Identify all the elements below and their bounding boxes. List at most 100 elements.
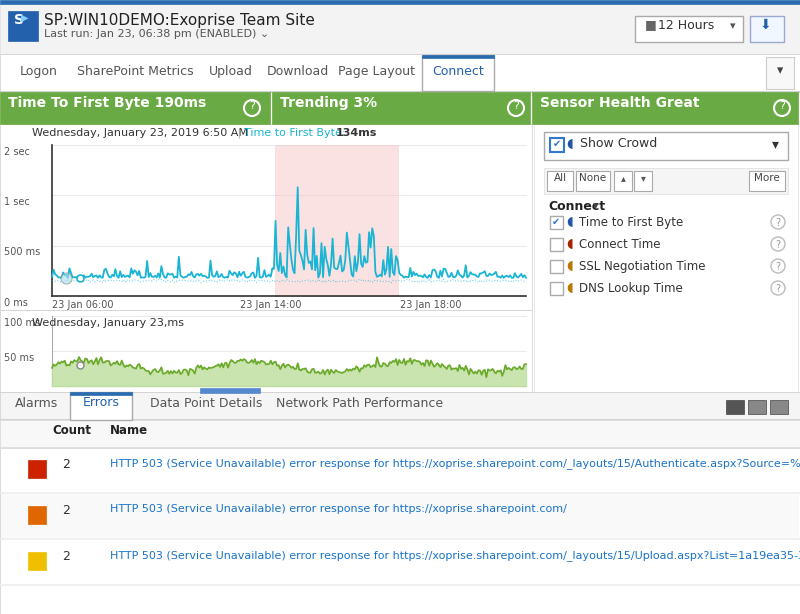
Bar [550,216,563,229]
Text: DNS Lookup Time: DNS Lookup Time [579,282,682,295]
Text: None: None [579,173,606,183]
Text: 23 Jan 14:00: 23 Jan 14:00 [240,300,302,310]
Text: 100 ms: 100 ms [4,318,40,328]
Text: ▾: ▾ [771,137,778,151]
Bar [0,0,800,4]
Text: 2: 2 [62,504,70,517]
Bar [550,282,563,295]
Bar [1,448,798,492]
Bar [28,460,46,478]
Bar [28,552,46,570]
Bar [0,538,800,539]
Text: 23 Jan 06:00: 23 Jan 06:00 [52,300,114,310]
Bar [576,171,610,191]
Text: 0 ms: 0 ms [4,298,28,308]
Text: 50 ms: 50 ms [4,353,34,363]
Bar [544,132,788,160]
Bar [749,171,785,191]
Bar [532,92,798,124]
Bar [0,124,532,310]
Text: 500 ms: 500 ms [4,247,40,257]
Text: ?: ? [775,284,781,294]
Bar [0,54,800,92]
Text: Connect: Connect [548,200,605,213]
Bar [1,540,798,584]
Text: ◖: ◖ [566,237,574,250]
Text: ?: ? [775,240,781,250]
Bar [748,400,766,414]
Text: Wednesday, January 23, 2019 6:50 AM: Wednesday, January 23, 2019 6:50 AM [32,128,248,138]
Bar [200,388,260,393]
Text: SP:WIN10DEMO:Exoprise Team Site: SP:WIN10DEMO:Exoprise Team Site [44,13,315,28]
Text: |: | [234,128,245,139]
Text: Sensor Health Great: Sensor Health Great [540,96,699,110]
Bar [0,584,800,585]
Text: Last run: Jan 23, 06:38 pm (ENABLED) ⌄: Last run: Jan 23, 06:38 pm (ENABLED) ⌄ [44,29,270,39]
Text: 23 Jan 18:00: 23 Jan 18:00 [400,300,462,310]
Bar [614,171,632,191]
Text: Network Path Performance: Network Path Performance [277,397,443,410]
Text: 2: 2 [62,550,70,563]
Text: ▴: ▴ [621,173,626,183]
Text: Alarms: Alarms [15,397,58,410]
Text: ▶: ▶ [21,13,29,23]
Bar [0,4,800,54]
Text: ?: ? [513,101,519,111]
Text: Data Point Details: Data Point Details [150,397,262,410]
Text: SharePoint Metrics: SharePoint Metrics [77,65,194,78]
Text: Connect Time: Connect Time [579,238,661,251]
Bar [550,238,563,251]
Bar [750,16,784,42]
Text: HTTP 503 (Service Unavailable) error response for https://xoprise.sharepoint.com: HTTP 503 (Service Unavailable) error res… [110,504,567,514]
Text: All: All [554,173,566,183]
Text: ?: ? [779,101,785,111]
Text: Download: Download [267,65,329,78]
Text: ?: ? [775,262,781,272]
Text: ■: ■ [645,18,657,31]
Text: ✔: ✔ [553,139,561,149]
Bar [634,171,652,191]
Bar [635,16,743,42]
Text: ◖: ◖ [566,215,574,228]
Bar [544,168,788,194]
Bar [770,400,788,414]
Bar [0,310,532,392]
Text: ◖: ◖ [566,137,574,150]
Text: HTTP 503 (Service Unavailable) error response for https://xoprise.sharepoint.com: HTTP 503 (Service Unavailable) error res… [110,458,800,469]
Bar [70,392,132,420]
Text: 1 sec: 1 sec [4,197,30,207]
Text: Errors: Errors [82,396,119,409]
Text: Time To First Byte 190ms: Time To First Byte 190ms [8,96,206,110]
Bar [726,400,744,414]
Text: S: S [14,13,24,27]
Text: ▾: ▾ [593,201,598,211]
Text: Page Layout: Page Layout [338,65,415,78]
Text: ◖: ◖ [566,259,574,272]
Text: Time to First Byte: Time to First Byte [579,216,683,229]
Text: Count: Count [52,424,91,437]
Bar [0,447,800,448]
Bar [0,92,270,124]
Text: 2: 2 [62,458,70,471]
Text: Logon: Logon [20,65,58,78]
Bar [550,260,563,273]
Bar [0,420,800,448]
Text: More: More [754,173,780,183]
Bar [1,494,798,538]
Text: SSL Negotiation Time: SSL Negotiation Time [579,260,706,273]
Text: ◖: ◖ [566,281,574,294]
Bar [0,492,800,493]
Text: Wednesday, January 23,ms: Wednesday, January 23,ms [32,318,184,328]
Text: 12 Hours: 12 Hours [658,19,714,32]
Bar [0,392,800,420]
Bar [550,138,564,152]
Text: ?: ? [249,101,255,111]
Text: ▾: ▾ [777,64,783,77]
Text: ⬇: ⬇ [760,18,772,32]
Bar [534,124,798,392]
Bar [422,55,494,91]
Bar [0,420,800,614]
Bar [0,91,800,92]
Text: Name: Name [110,424,148,437]
Bar [274,145,398,296]
